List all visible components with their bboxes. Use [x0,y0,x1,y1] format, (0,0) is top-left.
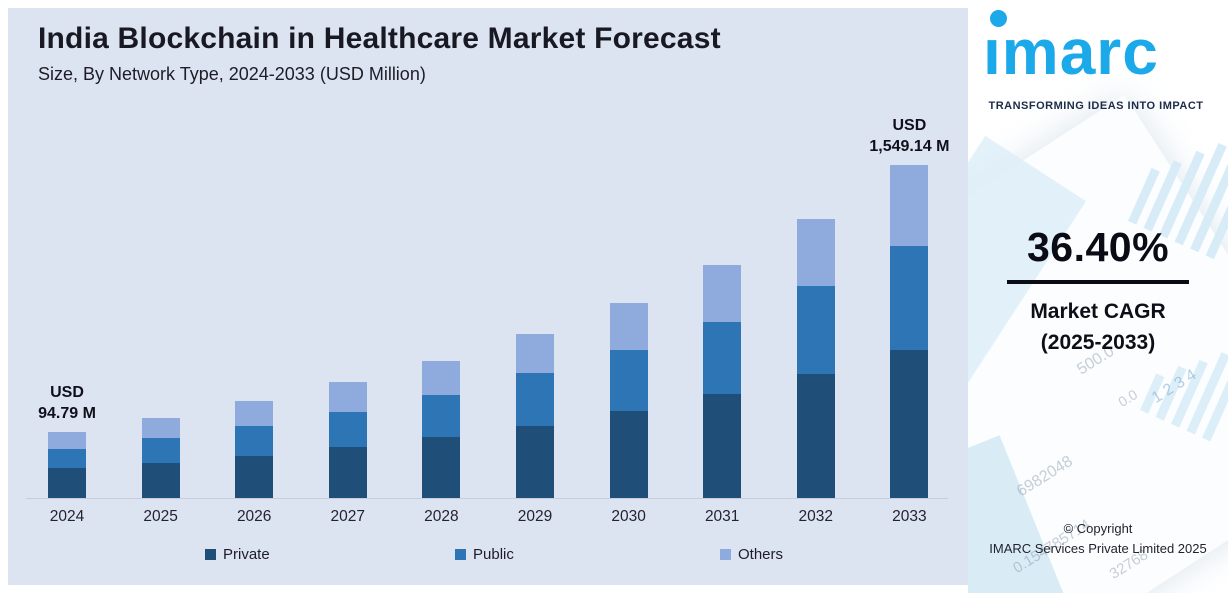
bar-segment-others-2027 [328,382,367,412]
page-title: India Blockchain in Healthcare Market Fo… [38,22,721,55]
legend-label: Public [473,546,514,563]
legend-item-private: Private [205,546,270,563]
x-axis-label-2032: 2032 [798,508,834,525]
bar-segment-private-2024 [48,468,86,498]
bar-segment-others-2033 [890,165,929,246]
cagr-label-line2: (2025-2033) [1040,331,1156,354]
bar-segment-public-2033 [890,246,929,350]
x-axis-label-2029: 2029 [517,508,553,525]
legend-swatch-icon [205,549,216,560]
imarc-logo-text: ımarc [983,16,1159,88]
bar-segment-private-2030 [609,411,648,498]
cagr-value: 36.40% [1026,224,1170,270]
bar-segment-public-2030 [609,350,648,411]
bar-segment-others-2028 [422,361,461,395]
bar-segment-others-2025 [141,418,180,438]
bar-2031 [703,265,742,498]
x-axis-label-2033: 2033 [892,508,927,525]
bar-segment-public-2028 [422,395,461,437]
imarc-logo-dot-icon [990,10,1007,27]
x-axis-line [26,498,948,499]
bar-segment-private-2032 [796,374,835,498]
bar-segment-private-2031 [703,394,742,498]
copyright-line1: © Copyright [1063,521,1133,536]
cagr-label-line1: Market CAGR [1030,300,1166,323]
bar-2029 [516,334,554,498]
data-label-2033: USD 1,549.14 M [869,117,950,155]
bar-segment-public-2024 [48,449,86,468]
x-axis-label-2031: 2031 [704,508,740,525]
x-axis-label-2027: 2027 [330,508,366,525]
x-axis-label-2028: 2028 [424,508,459,525]
brand-side-panel: 500.0 0.0 1 2 3 4 6982048 0.154785714 32768 ı… [968,0,1228,593]
legend-label: Others [738,546,784,563]
bar-segment-public-2031 [703,322,742,394]
bar-2025 [141,418,180,498]
bar-segment-private-2026 [235,456,274,498]
imarc-logo: ımarc [983,6,1159,99]
copyright-line2: IMARC Services Private Limited 2025 [989,541,1207,556]
cagr-divider [1007,280,1189,284]
bar-segment-others-2030 [609,303,648,350]
chart-panel: India Blockchain in Healthcare Market Fo… [8,8,968,585]
bar-segment-private-2029 [516,426,554,498]
copyright: © Copyright IMARC Services Private Limit… [968,519,1228,559]
bar-segment-public-2032 [796,286,835,374]
legend-swatch-icon [455,549,466,560]
legend-item-others: Others [720,546,783,563]
bar-segment-private-2025 [141,463,180,498]
x-axis-label-2025: 2025 [143,508,178,525]
legend-item-public: Public [455,546,514,563]
bar-segment-public-2029 [516,373,554,426]
chart-subtitle: Size, By Network Type, 2024-2033 (USD Mi… [38,64,426,84]
watermark-text: 6982048 [1013,452,1076,501]
legend-label: Private [223,546,270,563]
brand-tagline: TRANSFORMING IDEAS INTO IMPACT [988,100,1204,112]
x-axis-label-2026: 2026 [236,508,272,525]
bar-2027 [328,382,367,498]
legend-swatch-icon [720,549,731,560]
x-axis-label-2030: 2030 [611,508,646,525]
bar-2030 [609,303,648,498]
plot-area: 2024 USD 94.79 M 2025 2026 2027 2028 2029 2030 20… [8,8,968,585]
bar-segment-public-2025 [141,438,180,463]
bar-2026 [235,401,274,498]
watermark-text: 0.0 [1115,386,1141,410]
bar-segment-private-2033 [890,350,929,498]
data-label-2024: USD 94.79 M [38,384,96,422]
bar-2024 [48,432,86,498]
bar-segment-others-2031 [703,265,742,322]
bar-segment-public-2027 [328,412,367,447]
bar-segment-others-2024 [48,432,86,449]
cagr-block: 36.40% Market CAGR (2025-2033) [968,224,1228,358]
bar-segment-private-2027 [328,447,367,498]
bar-2033 [890,165,929,498]
chart-legend: Private Public Others [8,546,968,564]
bar-segment-others-2032 [796,219,835,286]
bar-2032 [796,219,835,498]
bar-segment-others-2026 [235,401,274,426]
bar-segment-private-2028 [422,437,461,498]
bar-segment-public-2026 [235,426,274,456]
x-axis-label-2024: 2024 [49,508,85,525]
bar-segment-others-2029 [516,334,554,373]
bar-2028 [422,361,461,498]
